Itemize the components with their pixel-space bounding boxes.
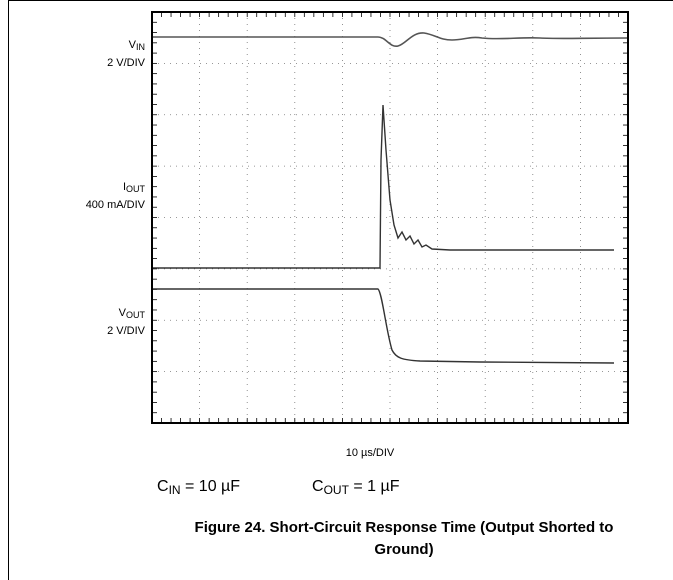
- timebase: 10 µs/DIV: [346, 447, 395, 459]
- channel-scale: 2 V/DIV: [107, 57, 146, 69]
- scope-frame: [151, 11, 629, 424]
- caption: Ground): [374, 541, 433, 558]
- condition: CIN = 10 µF: [157, 478, 240, 497]
- channel-scale: 400 mA/DIV: [86, 199, 146, 211]
- condition: COUT = 1 µF: [312, 478, 400, 497]
- channel-name: VIN: [129, 39, 145, 52]
- iout-trace: [153, 104, 614, 269]
- vin-trace: [153, 32, 628, 47]
- channel-scale: 2 V/DIV: [107, 325, 146, 337]
- channel-name: IOUT: [123, 181, 146, 194]
- scope-grid: [152, 12, 628, 423]
- vout-trace: [153, 288, 615, 364]
- channel-name: VOUT: [119, 307, 146, 320]
- caption: Figure 24. Short-Circuit Response Time (…: [195, 519, 614, 536]
